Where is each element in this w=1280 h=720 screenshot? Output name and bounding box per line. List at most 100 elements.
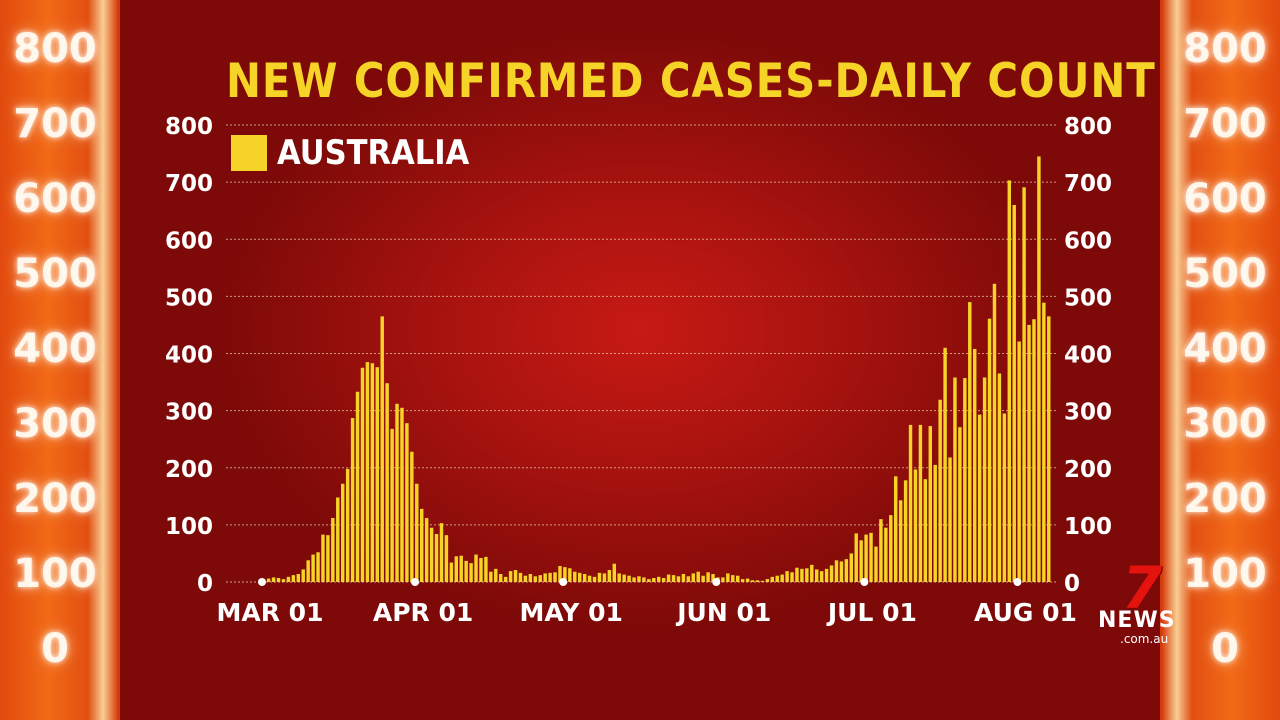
bar [903,480,908,582]
bar [726,573,730,582]
x-tick-label: APR 01 [373,598,473,627]
y-tick-label-right: 200 [1064,457,1112,483]
y-tick-label-right: 700 [1064,171,1112,197]
bar [686,576,691,582]
bar [968,302,972,582]
bar [424,518,429,582]
x-tick-label: AUG 01 [974,598,1077,627]
y-tick-label-right: 500 [1064,285,1112,311]
x-tick-dot [258,578,266,586]
y-tick-label-right: 600 [1064,228,1112,254]
chart-title: NEW CONFIRMED CASES-DAILY COUNT [226,54,1156,109]
bar [854,533,858,582]
bar [474,554,478,582]
left-side-number: 200 [13,476,97,522]
y-tick-label-left: 200 [165,457,213,483]
bar [627,575,631,582]
bar [740,579,745,582]
bar [844,559,849,582]
right-side-number: 400 [1183,326,1267,372]
right-decor-panel: 800 700 600 500 400 300 200 100 0 [1160,0,1280,720]
bar [736,575,740,582]
bar [281,579,286,582]
bar [291,575,296,582]
bar [755,580,760,582]
left-side-number: 300 [13,401,97,447]
bar [849,553,853,582]
legend: AUSTRALIA [231,133,491,173]
bar [607,570,612,582]
bar [578,572,582,582]
bar [923,479,928,582]
x-tick-dot [1013,578,1022,586]
bar [345,468,350,582]
bar [415,483,419,582]
bar [459,555,463,582]
bar [889,515,893,582]
bar [355,391,360,582]
right-side-number: 100 [1183,551,1267,597]
x-tick-dot [411,578,420,586]
bar [948,457,952,582]
bar [597,572,602,582]
y-tick-label-right: 300 [1064,400,1112,426]
left-decor-panel: 800 700 600 500 400 300 200 100 0 [0,0,120,720]
bar [810,564,814,582]
bar [706,572,710,582]
x-tick-dot [712,578,721,586]
bar [1007,180,1011,582]
bar [691,573,695,582]
bar [365,362,370,582]
bar [760,580,765,582]
y-tick-label-right: 0 [1064,571,1080,597]
bar [360,367,365,582]
bar [681,574,686,582]
bar [528,574,533,582]
bar [657,576,661,582]
bar [637,576,641,582]
bar [1037,156,1041,583]
bar [1027,324,1031,582]
bar [405,423,409,582]
bar [301,569,305,582]
bar [390,428,394,582]
bar [341,483,345,582]
x-tick-label: JUL 01 [826,598,917,627]
bar [894,476,898,582]
left-side-number: 700 [13,101,97,147]
bar [271,577,276,582]
bar [622,574,626,582]
bar [731,575,735,582]
left-light-glow [88,0,118,720]
bar [523,575,528,582]
bar [316,552,320,582]
bar [587,575,592,582]
bar [444,535,449,582]
bar [958,427,962,582]
right-side-number: 700 [1183,101,1267,147]
y-tick-label-right: 400 [1064,343,1112,369]
bar [815,569,819,582]
bar [938,399,942,582]
x-tick-dot [860,578,869,586]
bar [898,500,903,582]
bar [819,571,824,582]
bar [563,567,567,582]
bar [800,568,804,582]
bar [1032,319,1036,582]
bar [963,378,967,582]
right-side-number: 300 [1183,401,1267,447]
legend-label: AUSTRALIA [277,133,470,173]
bar [765,579,770,582]
bar [410,451,414,582]
bar [518,572,523,582]
y-tick-label-left: 700 [165,171,213,197]
bar [701,575,705,582]
right-side-number: 800 [1183,26,1267,72]
bar [918,424,923,582]
7news-logo: 7 NEWS .com.au [1098,554,1196,652]
bar [385,383,389,582]
bar [276,578,281,582]
bar [336,497,340,582]
